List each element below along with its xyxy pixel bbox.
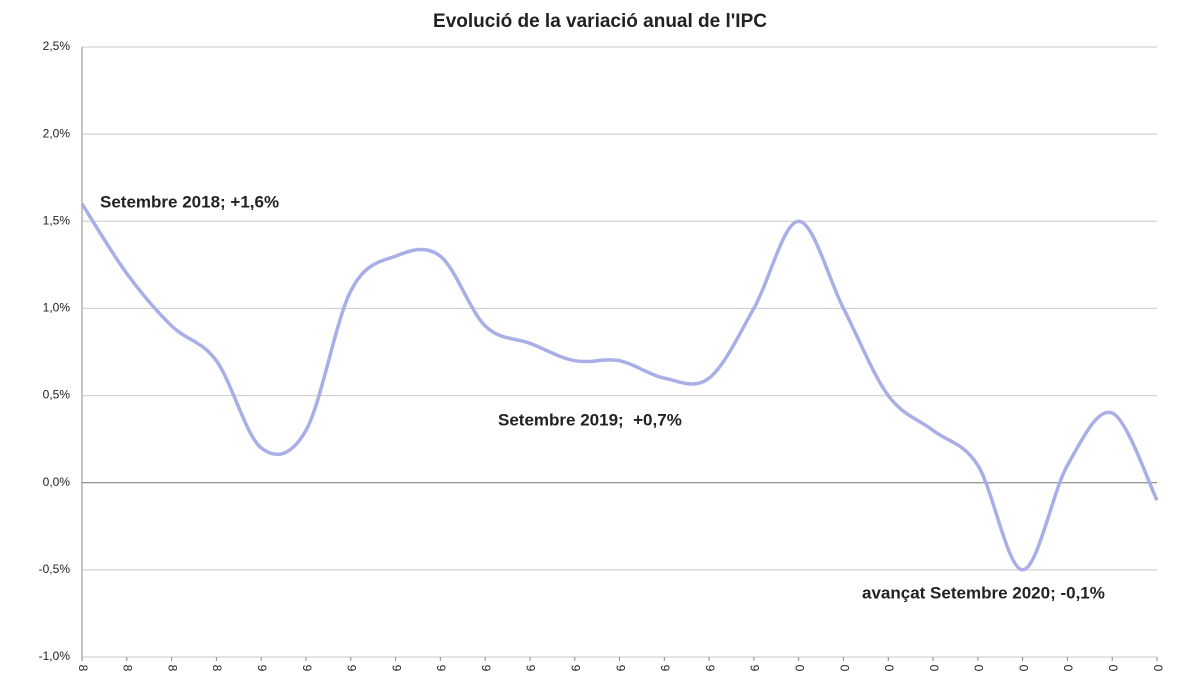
y-tick-label: 2,0% — [43, 126, 71, 140]
y-tick-label: -1,0% — [39, 649, 71, 663]
x-tick-label: 9 — [345, 665, 359, 672]
x-tick-label: 0 — [1151, 665, 1165, 672]
x-tick-label: 9 — [479, 665, 493, 672]
y-tick-label: -0,5% — [39, 562, 71, 576]
x-tick-label: 0 — [972, 665, 986, 672]
x-tick-label: 0 — [927, 665, 941, 672]
y-tick-label: 0,0% — [43, 475, 71, 489]
x-tick-label: 0 — [1061, 665, 1075, 672]
chart-title: Evolució de la variació anual de l'IPC — [433, 11, 767, 32]
y-tick-label: 1,0% — [43, 301, 71, 315]
x-tick-label: 9 — [748, 665, 762, 672]
x-tick-label: 9 — [703, 665, 717, 672]
x-tick-label: 0 — [837, 665, 851, 672]
x-tick-label: 9 — [434, 665, 448, 672]
line-series — [80, 202, 1159, 572]
x-tick-label: 8 — [210, 665, 224, 672]
y-tick-label: 2,5% — [43, 39, 71, 53]
annotation: Setembre 2018; +1,6% — [100, 192, 279, 211]
x-tick-label: 9 — [569, 665, 583, 672]
x-tick-label: 0 — [1016, 665, 1030, 672]
x-tick-label: 8 — [165, 665, 179, 672]
x-tick-label: 0 — [882, 665, 896, 672]
x-tick-label: 9 — [658, 665, 672, 672]
x-tick-label: 9 — [300, 665, 314, 672]
x-tick-label: 9 — [613, 665, 627, 672]
x-tick-label: 8 — [76, 665, 90, 672]
x-tick-label: 9 — [255, 665, 269, 672]
annotation: Setembre 2019; +0,7% — [498, 410, 682, 429]
x-tick-label: 9 — [389, 665, 403, 672]
annotation: avançat Setembre 2020; -0,1% — [862, 583, 1105, 602]
x-tick-label: 0 — [1106, 665, 1120, 672]
x-tick-label: 0 — [792, 665, 806, 672]
y-tick-label: 0,5% — [43, 388, 71, 402]
x-tick-label: 8 — [121, 665, 135, 672]
y-tick-label: 1,5% — [43, 213, 71, 227]
x-tick-label: 9 — [524, 665, 538, 672]
